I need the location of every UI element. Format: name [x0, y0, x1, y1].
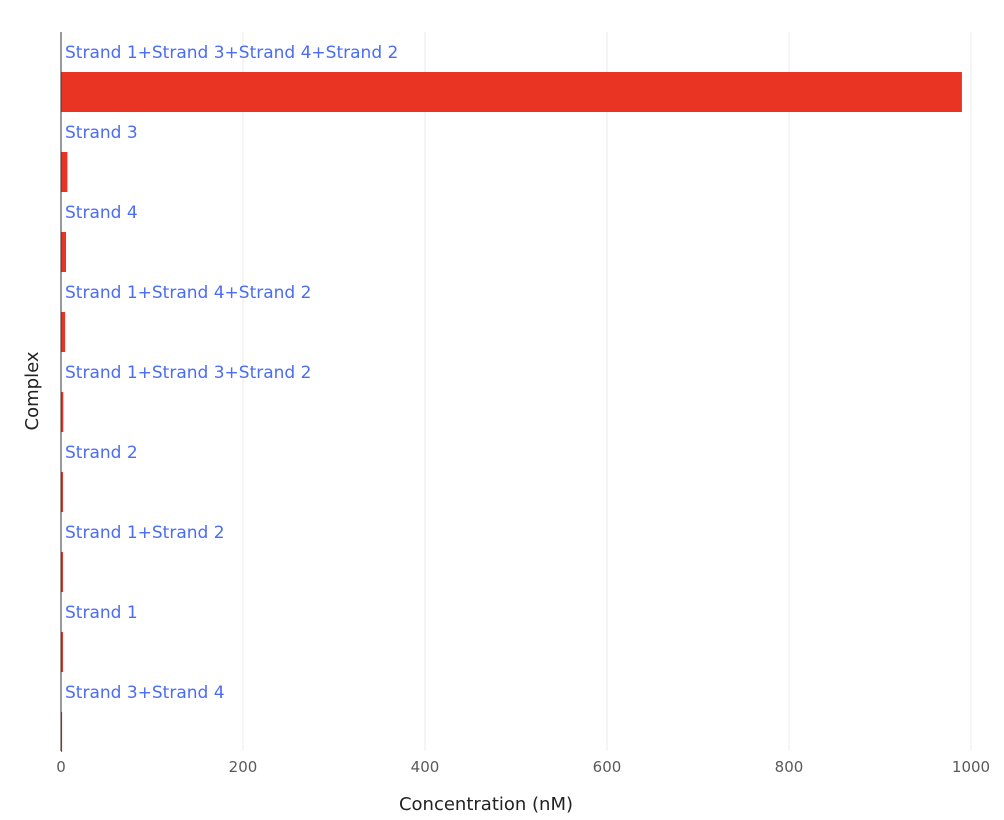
bars [61, 72, 962, 752]
x-tick-label: 0 [56, 758, 66, 776]
category-label: Strand 1+Strand 3+Strand 2 [65, 363, 311, 383]
category-label: Strand 1+Strand 3+Strand 4+Strand 2 [65, 43, 398, 63]
x-tick-label: 1000 [952, 758, 990, 776]
bar [61, 312, 66, 352]
bar [61, 152, 68, 192]
category-label: Strand 3 [65, 123, 138, 143]
x-tick-label: 800 [775, 758, 804, 776]
x-axis-title: Concentration (nM) [399, 794, 573, 815]
bar [61, 72, 962, 112]
y-axis-title: Complex [22, 351, 43, 430]
bar [61, 552, 64, 592]
bar [61, 472, 64, 512]
bar [61, 712, 63, 752]
category-label: Strand 1+Strand 2 [65, 523, 225, 543]
x-tick-label: 600 [593, 758, 622, 776]
bar [61, 232, 67, 272]
category-label: Strand 4 [65, 203, 138, 223]
x-tick-labels: 0 200 400 600 800 1000 [56, 758, 990, 776]
x-tick-label: 400 [411, 758, 440, 776]
category-label: Strand 2 [65, 443, 138, 463]
category-label: Strand 1 [65, 603, 138, 623]
bar [61, 392, 64, 432]
bar [61, 632, 64, 672]
category-label: Strand 1+Strand 4+Strand 2 [65, 283, 311, 303]
category-labels: Strand 1+Strand 3+Strand 4+Strand 2 Stran… [65, 43, 398, 703]
category-label: Strand 3+Strand 4 [65, 683, 225, 703]
x-tick-label: 200 [229, 758, 258, 776]
gridlines [242, 32, 972, 751]
